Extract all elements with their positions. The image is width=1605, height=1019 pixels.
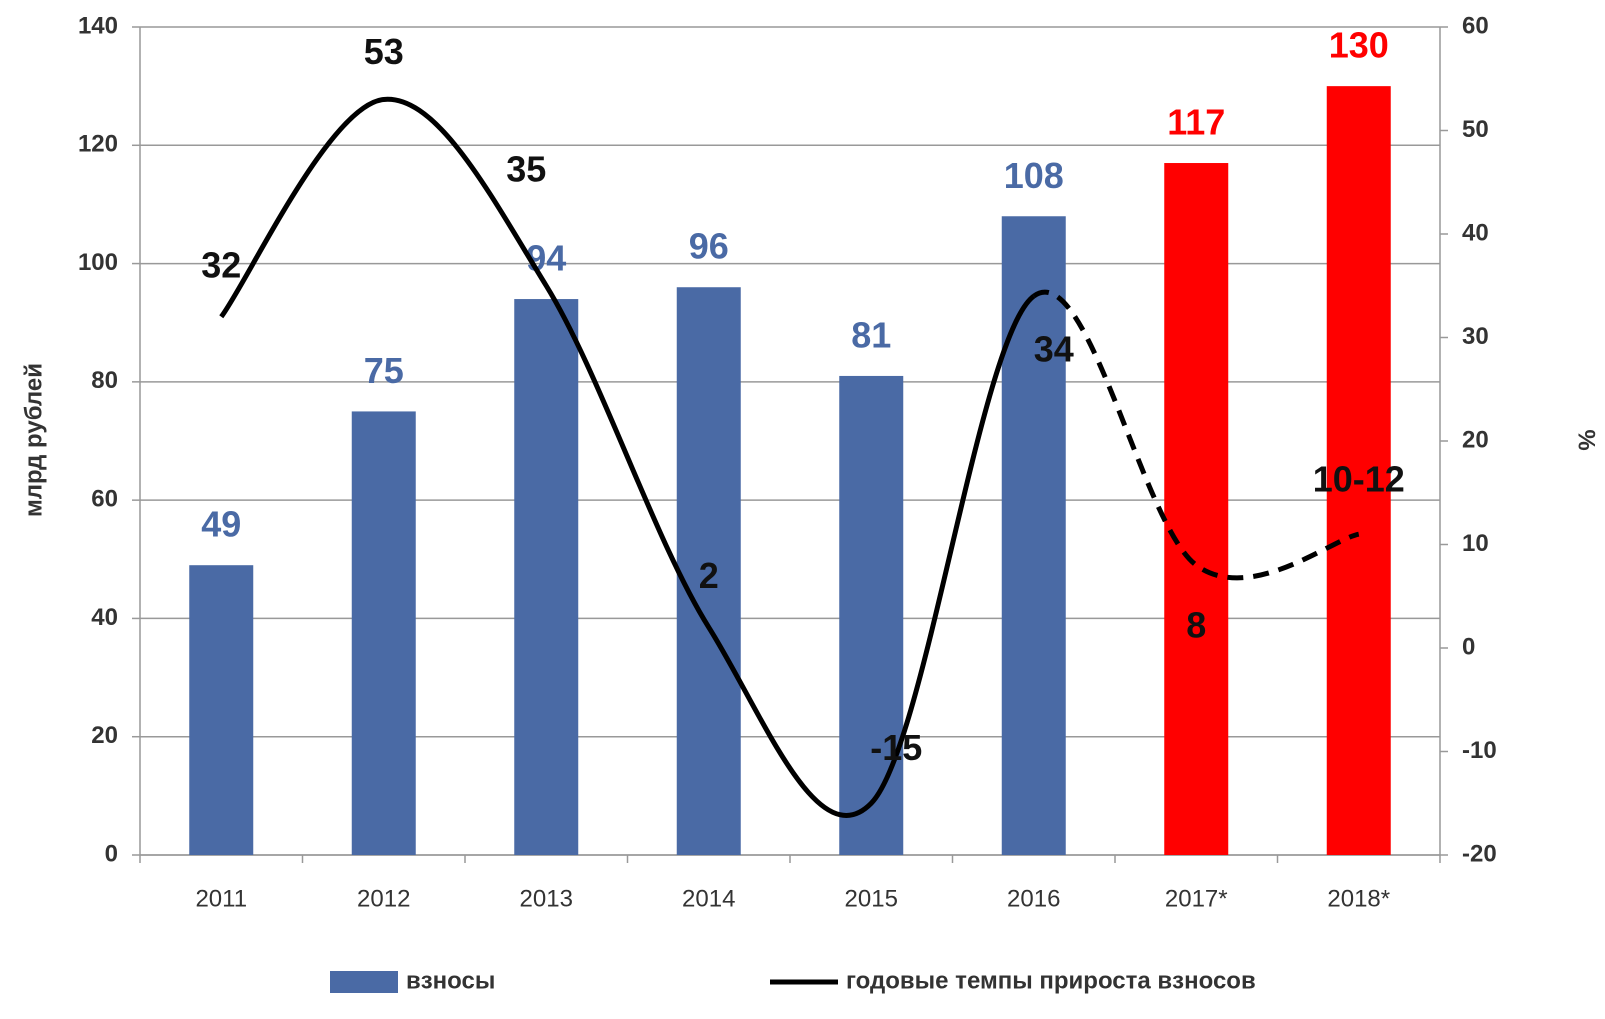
bar-value-label: 108: [1004, 155, 1064, 196]
line-value-label: 2: [699, 555, 719, 596]
x-tick-label: 2013: [520, 885, 573, 912]
bar-value-label: 117: [1167, 102, 1225, 143]
x-tick-label: 2017*: [1165, 885, 1228, 912]
y-tick-label: 40: [91, 604, 118, 631]
line-value-label: 32: [201, 244, 241, 285]
bar: [514, 299, 579, 855]
bar-value-label: 96: [689, 226, 729, 267]
y-tick-label: 80: [91, 367, 118, 394]
bar-value-label: 81: [851, 314, 891, 355]
line-value-label: 53: [364, 31, 404, 72]
bar: [351, 411, 416, 855]
line-value-label: -15: [870, 727, 922, 768]
line: [1032, 289, 1360, 581]
x-tick-label: 2018*: [1327, 885, 1390, 912]
bar: [1001, 216, 1066, 855]
line-value-label: 35: [506, 148, 546, 189]
bar-value-label: 75: [364, 350, 404, 391]
x-tick-label: 2016: [1007, 885, 1060, 912]
x-tick-label: 2012: [357, 885, 410, 912]
y-tick-label: 0: [105, 840, 118, 867]
bar: [676, 287, 741, 855]
bar-value-label: 49: [201, 504, 241, 545]
y2-tick-label: 40: [1462, 219, 1489, 246]
bar: [189, 565, 254, 855]
line-value-label: 10-12: [1313, 459, 1405, 500]
x-tick-label: 2015: [845, 885, 898, 912]
bar-value-label: 94: [526, 238, 566, 279]
line-value-label: 34: [1034, 329, 1074, 370]
y-tick-label: 60: [91, 485, 118, 512]
y2-axis-label: %: [1573, 429, 1600, 450]
y2-tick-label: 50: [1462, 116, 1489, 143]
y-tick-label: 100: [78, 249, 118, 276]
x-tick-label: 2014: [682, 885, 735, 912]
bar: [839, 375, 904, 855]
y-tick-label: 20: [91, 722, 118, 749]
y2-tick-label: -20: [1462, 840, 1497, 867]
y2-tick-label: 60: [1462, 12, 1489, 39]
legend-label: годовые темпы прироста взносов: [846, 967, 1256, 994]
line-value-label: 8: [1186, 605, 1206, 646]
y2-tick-label: 20: [1462, 426, 1489, 453]
y2-tick-label: 30: [1462, 323, 1489, 350]
x-tick-label: 2011: [195, 885, 247, 912]
y-axis-label: млрд рублей: [20, 363, 47, 517]
legend-swatch: [330, 971, 398, 993]
bar: [1164, 163, 1229, 855]
y2-tick-label: 0: [1462, 633, 1475, 660]
y2-tick-label: 10: [1462, 530, 1489, 557]
y2-tick-label: -10: [1462, 737, 1497, 764]
bar: [1326, 86, 1391, 855]
line: [219, 96, 1036, 818]
bar-value-label: 130: [1329, 25, 1389, 66]
y-tick-label: 120: [78, 131, 118, 158]
legend-label: взносы: [406, 967, 495, 994]
y-tick-label: 140: [78, 12, 118, 39]
